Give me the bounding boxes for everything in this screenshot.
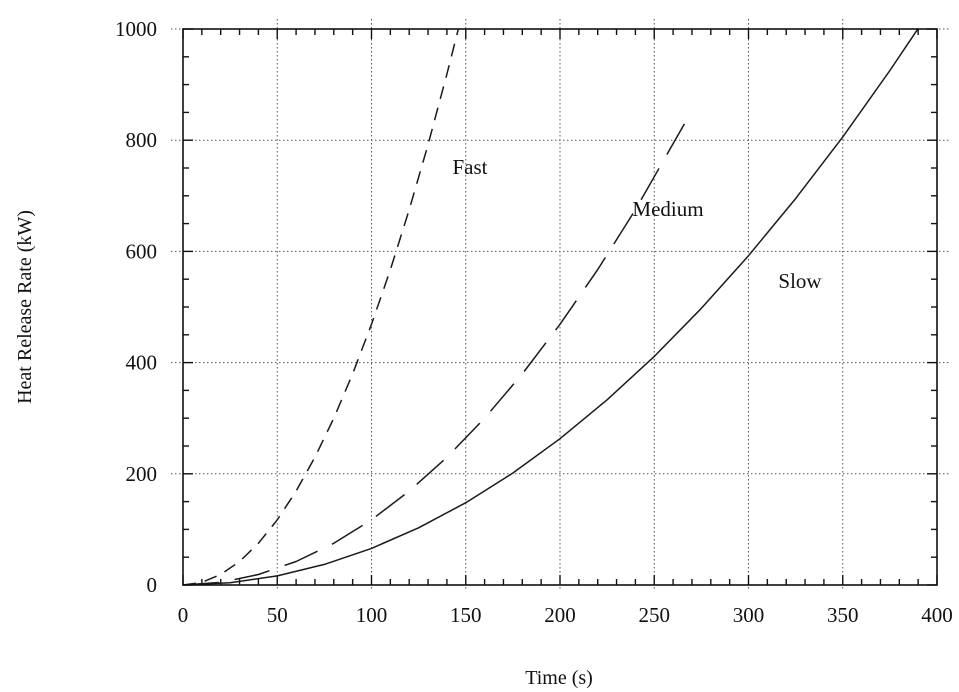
y-tick-label: 800 [126, 128, 158, 152]
series-line-fast [182, 29, 459, 586]
series-label-slow: Slow [778, 269, 822, 293]
plot-frame [182, 28, 938, 586]
x-tick-label: 0 [178, 603, 189, 627]
x-tick-label: 400 [921, 603, 953, 627]
x-tick-label: 350 [827, 603, 859, 627]
series-line-slow [182, 28, 919, 586]
x-tick-label: 50 [267, 603, 288, 627]
x-tick-label: 200 [544, 603, 576, 627]
series-line-medium [182, 123, 686, 586]
series-label-medium: Medium [632, 197, 703, 221]
x-tick-label: 300 [733, 603, 765, 627]
series-annotations: Fast Medium Slow [452, 155, 822, 293]
y-tick-labels: 0 200 400 600 800 1000 [115, 17, 157, 597]
x-axis-label: Time (s) [525, 667, 593, 689]
y-axis-label: Heat Release Rate (kW) [14, 210, 36, 404]
series-label-fast: Fast [452, 155, 487, 179]
y-tick-label: 400 [126, 351, 158, 375]
grid-lines [171, 19, 951, 591]
y-tick-label: 600 [126, 239, 158, 263]
y-tick-label: 1000 [115, 17, 157, 41]
x-tick-label: 100 [356, 603, 388, 627]
y-tick-label: 0 [147, 573, 158, 597]
x-tick-labels: 0 50 100 150 200 250 300 350 400 [178, 603, 953, 627]
y-tick-label: 200 [126, 462, 158, 486]
x-tick-label: 250 [639, 603, 671, 627]
x-tick-label: 150 [450, 603, 482, 627]
series-lines [182, 28, 919, 586]
